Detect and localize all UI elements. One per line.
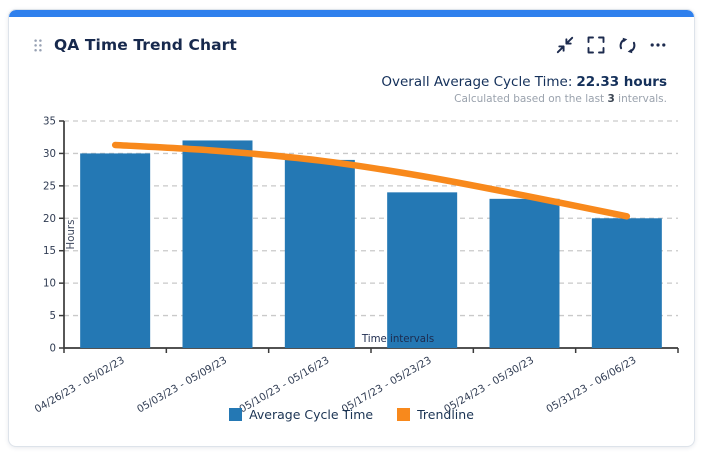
summary-note-count: 3 xyxy=(607,93,615,105)
refresh-button[interactable] xyxy=(615,33,639,57)
svg-text:30: 30 xyxy=(43,149,56,160)
svg-text:05/10/23 - 05/16/23: 05/10/23 - 05/16/23 xyxy=(238,355,332,413)
svg-text:05/03/23 - 05/09/23: 05/03/23 - 05/09/23 xyxy=(135,355,229,413)
refresh-icon xyxy=(619,37,635,53)
chart-widget-card: QA Time Trend Chart xyxy=(8,9,695,447)
legend-item-trendline[interactable]: Trendline xyxy=(397,407,474,422)
legend-swatch-trendline xyxy=(397,408,411,421)
legend-swatch-bar xyxy=(229,408,243,421)
summary-value: 22.33 hours xyxy=(576,74,667,90)
svg-text:20: 20 xyxy=(43,214,56,225)
svg-text:04/26/23 - 05/02/23: 04/26/23 - 05/02/23 xyxy=(34,355,127,413)
svg-text:Time intervals: Time intervals xyxy=(361,334,434,345)
trend-chart[interactable]: 0 5 10 15 20 25 30 35 Hours Time intervals 04/26/2… xyxy=(34,113,694,413)
summary-note-prefix: Calculated based on the last xyxy=(454,93,608,105)
collapse-icon xyxy=(556,36,574,54)
legend-label-trendline: Trendline xyxy=(417,407,474,422)
widget-actions xyxy=(553,33,670,57)
drag-handle[interactable] xyxy=(33,38,43,53)
svg-text:5: 5 xyxy=(50,311,56,322)
summary-block: Overall Average Cycle Time: 22.33 hours C… xyxy=(381,74,667,105)
summary-label: Overall Average Cycle Time: xyxy=(381,74,573,90)
svg-text:05/31/23 - 06/06/23: 05/31/23 - 06/06/23 xyxy=(545,355,639,413)
fullscreen-icon xyxy=(587,36,605,54)
svg-text:05/17/23 - 05/23/23: 05/17/23 - 05/23/23 xyxy=(340,355,434,413)
widget-header: QA Time Trend Chart xyxy=(33,31,670,59)
drag-handle-icon xyxy=(34,38,42,51)
svg-text:15: 15 xyxy=(43,246,56,257)
card-accent-bar xyxy=(9,10,694,17)
widget-title: QA Time Trend Chart xyxy=(54,36,237,54)
svg-text:25: 25 xyxy=(43,181,56,192)
summary-note-suffix: intervals. xyxy=(614,93,667,105)
chart-legend: Average Cycle Time Trendline xyxy=(9,407,694,422)
svg-text:35: 35 xyxy=(43,117,56,128)
more-options-button[interactable] xyxy=(646,33,670,57)
svg-text:05/24/23 - 05/30/23: 05/24/23 - 05/30/23 xyxy=(442,355,536,413)
collapse-button[interactable] xyxy=(553,33,577,57)
summary-note: Calculated based on the last 3 intervals… xyxy=(381,93,667,105)
legend-label-bar: Average Cycle Time xyxy=(249,407,374,422)
svg-text:0: 0 xyxy=(50,344,56,355)
fullscreen-button[interactable] xyxy=(584,33,608,57)
svg-text:Hours: Hours xyxy=(66,220,77,250)
ellipsis-icon xyxy=(650,43,666,47)
svg-text:10: 10 xyxy=(43,279,56,290)
legend-item-average-cycle-time[interactable]: Average Cycle Time xyxy=(229,407,373,422)
